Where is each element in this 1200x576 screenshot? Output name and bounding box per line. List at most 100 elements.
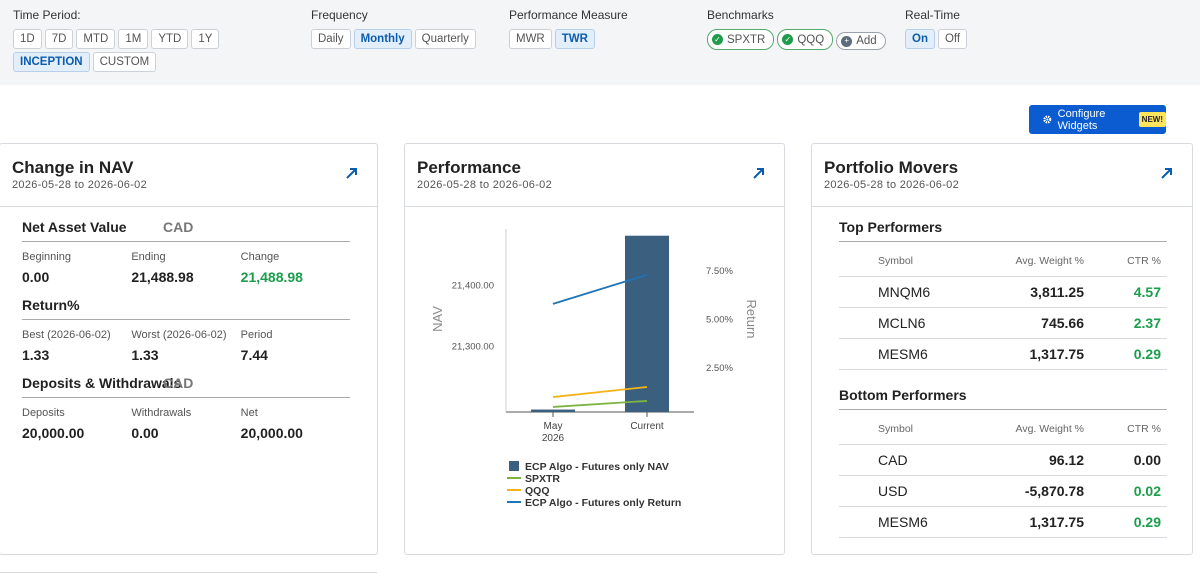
filter-option[interactable]: YTD [151, 29, 189, 49]
filter-option[interactable]: 7D [44, 29, 74, 49]
filter-option[interactable]: Monthly [353, 29, 412, 49]
configure-widgets-button[interactable]: Configure Widgets NEW! [1029, 105, 1166, 134]
add-benchmark[interactable]: + Add [836, 32, 886, 50]
section-title: Deposits & Withdrawals CAD [22, 375, 350, 398]
filter-option[interactable]: MWR [509, 29, 552, 49]
table-cell: -5,870.78 [1024, 483, 1084, 499]
filter-label: Performance Measure [509, 8, 628, 22]
filter-options: On Off [905, 29, 1095, 49]
line [552, 386, 648, 398]
x-tick-label: May 2026 [542, 421, 565, 444]
filter-group: Time Period: 1D 7D MTD 1M YTD 1Y INCEPTION CUSTO… [13, 8, 288, 72]
expand-icon[interactable] [752, 166, 766, 180]
table-cell: 745.66 [1041, 315, 1084, 331]
nav-section: Return% Best (2026-06-02) 1.33 Worst (2026-… [22, 297, 350, 363]
x-tick-label: Current [630, 421, 664, 432]
filter-group: Performance Measure MWR TWR [509, 8, 699, 49]
filter-bar: Time Period: 1D 7D MTD 1M YTD 1Y INCEPTION CUSTO… [0, 0, 1200, 85]
column-header: Symbol [878, 255, 914, 267]
bar [531, 409, 575, 412]
benchmark-pill[interactable]: ✓ SPXTR [707, 29, 775, 50]
table-cell: 1,317.75 [1029, 346, 1085, 362]
widget-header: Portfolio Movers 2026-05-28 to 2026-06-0… [812, 144, 1192, 207]
nav-section: Net Asset Value CAD Beginning 0.00 Ending 21,… [22, 219, 350, 285]
nav-item: Deposits 20,000.00 [22, 407, 131, 441]
filter-option[interactable]: CUSTOM [92, 52, 157, 72]
table-cell: USD [878, 483, 908, 499]
benchmark-name: QQQ [797, 33, 825, 46]
filter-group: Benchmarks ✓ SPXTR ✓ QQQ + Add [707, 8, 897, 50]
filter-group: Real-Time On Off [905, 8, 1095, 49]
widget-header: Change in NAV 2026-05-28 to 2026-06-02 [0, 144, 377, 207]
table-row: MNQM6 3,811.25 4.57 [839, 277, 1167, 308]
check-icon: ✓ [712, 34, 723, 45]
table-row: MESM6 1,317.75 0.29 [839, 507, 1167, 538]
expand-icon[interactable] [345, 166, 359, 180]
filter-option[interactable]: 1M [118, 29, 149, 49]
filter-option[interactable]: TWR [554, 29, 595, 49]
filter-option[interactable]: Quarterly [414, 29, 476, 49]
filter-option[interactable]: INCEPTION [13, 52, 90, 72]
nav-item: Beginning 0.00 [22, 251, 131, 285]
item-value: 20,000.00 [240, 425, 303, 441]
table-header: Symbol Avg. Weight % CTR % [839, 414, 1167, 445]
filter-options: Daily Monthly Quarterly [311, 29, 501, 49]
widget-title: Performance [417, 158, 521, 177]
item-value: 0.00 [131, 425, 159, 441]
currency: CAD [163, 219, 194, 235]
widget-date-range: 2026-05-28 to 2026-06-02 [824, 179, 960, 191]
nav-section: Deposits & Withdrawals CAD Deposits 20,000.… [22, 375, 350, 441]
section-title-text: Net Asset Value [22, 219, 127, 235]
item-label: Beginning [22, 251, 71, 263]
item-value: 0.00 [22, 269, 50, 285]
filter-option[interactable]: MTD [76, 29, 116, 49]
y-tick-label: 21,300.00 [452, 342, 494, 353]
filter-label: Frequency [311, 8, 368, 22]
widget-date-range: 2026-05-28 to 2026-06-02 [12, 179, 148, 191]
y-tick-label: 21,400.00 [452, 281, 494, 292]
movers-widget: Portfolio Movers 2026-05-28 to 2026-06-0… [811, 143, 1193, 555]
filter-label: Time Period: [13, 8, 81, 22]
filter-label: Real-Time [905, 8, 960, 22]
item-label: Best (2026-06-02) [22, 329, 111, 341]
section-title-text: Return% [22, 297, 80, 313]
table-cell: MNQM6 [878, 284, 931, 300]
nav-item: Ending 21,488.98 [131, 251, 240, 285]
item-value: 1.33 [22, 347, 50, 363]
table-cell: 0.02 [1133, 483, 1161, 499]
table-row: MESM6 1,317.75 0.29 [839, 339, 1167, 370]
table-cell: 4.57 [1133, 284, 1161, 300]
filter-options: ✓ SPXTR ✓ QQQ + Add [707, 29, 897, 50]
item-label: Net [240, 407, 258, 419]
table-row: USD -5,870.78 0.02 [839, 476, 1167, 507]
filter-option[interactable]: 1D [13, 29, 42, 49]
filter-option[interactable]: Off [937, 29, 968, 49]
item-value: 1.33 [131, 347, 159, 363]
filter-label: Benchmarks [707, 8, 774, 22]
filter-option[interactable]: On [905, 29, 935, 49]
y2-tick-label: 7.50% [706, 266, 733, 277]
expand-icon[interactable] [1160, 166, 1174, 180]
widget-date-range: 2026-05-28 to 2026-06-02 [417, 179, 553, 191]
table-header: Symbol Avg. Weight % CTR % [839, 246, 1167, 277]
add-label: Add [856, 35, 877, 47]
section-items: Deposits 20,000.00 Withdrawals 0.00 Net 20,00… [22, 407, 350, 441]
benchmark-pill[interactable]: ✓ QQQ [777, 29, 834, 50]
widget-title: Portfolio Movers [824, 158, 959, 177]
table-row: MCLN6 745.66 2.37 [839, 308, 1167, 339]
performance-chart: 21,300.00 21,400.00 2.50% 5.00% 7.50% NAV Retu… [430, 229, 759, 509]
y2-tick-label: 5.00% [706, 314, 733, 325]
column-header: CTR % [1127, 423, 1161, 435]
section-items: Beginning 0.00 Ending 21,488.98 Change 21,488… [22, 251, 350, 285]
legend-label: ECP Algo - Futures only NAV [525, 461, 669, 473]
filter-option[interactable]: 1Y [191, 29, 220, 49]
legend-label: SPXTR [525, 473, 560, 485]
item-value: 21,488.98 [240, 269, 303, 285]
table-cell: 2.37 [1133, 315, 1161, 331]
filter-option[interactable]: Daily [311, 29, 351, 49]
nav-item: Best (2026-06-02) 1.33 [22, 329, 131, 363]
nav-widget: Change in NAV 2026-05-28 to 2026-06-02 N… [0, 143, 378, 555]
benchmark-name: SPXTR [727, 33, 766, 46]
section-title: Top Performers [839, 219, 1167, 242]
